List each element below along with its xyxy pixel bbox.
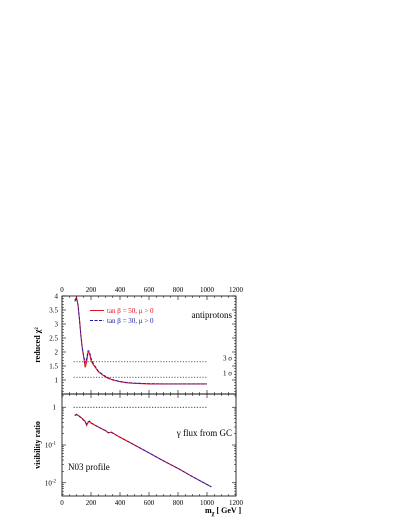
upper-y-tick-label: 3.5 [49, 307, 58, 315]
legend-label-tanb30: tan β = 30, μ > 0 [107, 317, 154, 325]
top-x-axis: 0 200 400 600 800 1000 1200 [60, 286, 244, 394]
upper-y-tick-label: 1 [55, 377, 59, 385]
sigma-label: 3 σ [223, 354, 232, 362]
lower-y-tick-label: 10-1 [45, 442, 57, 450]
bottom-x-tick-label: 800 [173, 499, 184, 507]
bottom-x-tick-label: 200 [86, 499, 97, 507]
top-x-tick-label: 600 [144, 286, 155, 294]
top-x-tick-label: 0 [60, 286, 64, 294]
bottom-x-tick-label: 1000 [200, 499, 215, 507]
lower-y-axis-title: visibility ratio [33, 421, 42, 469]
lower-panel: 1 10-1 10-2 γ flux from GC N03 profile visibi… [33, 393, 237, 497]
annotation-profile: N03 profile [68, 462, 110, 472]
legend-label-tanb50: tan β = 50, μ > 0 [107, 307, 154, 315]
upper-y-tick-label: 3 [55, 321, 59, 329]
bottom-x-tick-label: 400 [115, 499, 126, 507]
bottom-x-tick-label: 600 [144, 499, 155, 507]
upper-panel: 1 1.5 2 2.5 3 3.5 4 3 σ 1 σ antiprotons tan β = 50… [33, 293, 237, 395]
upper-y-tick-label: 4 [55, 293, 59, 301]
annotation-gamma-flux: γ flux from GC [176, 428, 232, 438]
upper-y-axis-title: reduced χ² [33, 327, 42, 363]
sigma-label: 1 σ [223, 370, 232, 378]
lower-y-tick-label: 10-2 [45, 479, 57, 487]
x-axis-title: mχ [ GeV ] [205, 506, 242, 517]
annotation-antiprotons: antiprotons [192, 310, 233, 320]
upper-y-tick-label: 2.5 [49, 335, 58, 343]
upper-y-tick-label: 2 [55, 349, 59, 357]
top-x-tick-label: 800 [173, 286, 184, 294]
top-x-tick-label: 200 [86, 286, 97, 294]
upper-y-tick-label: 1.5 [49, 363, 58, 371]
bottom-x-tick-label: 1200 [229, 499, 244, 507]
series-tanb30-lower [74, 414, 212, 488]
top-x-tick-label: 1200 [229, 286, 244, 294]
lower-y-tick-label: 1 [53, 404, 57, 412]
lower-plot-frame [61, 393, 237, 497]
bottom-x-tick-label: 0 [60, 499, 64, 507]
top-x-tick-label: 1000 [200, 286, 215, 294]
top-x-tick-label: 400 [115, 286, 126, 294]
